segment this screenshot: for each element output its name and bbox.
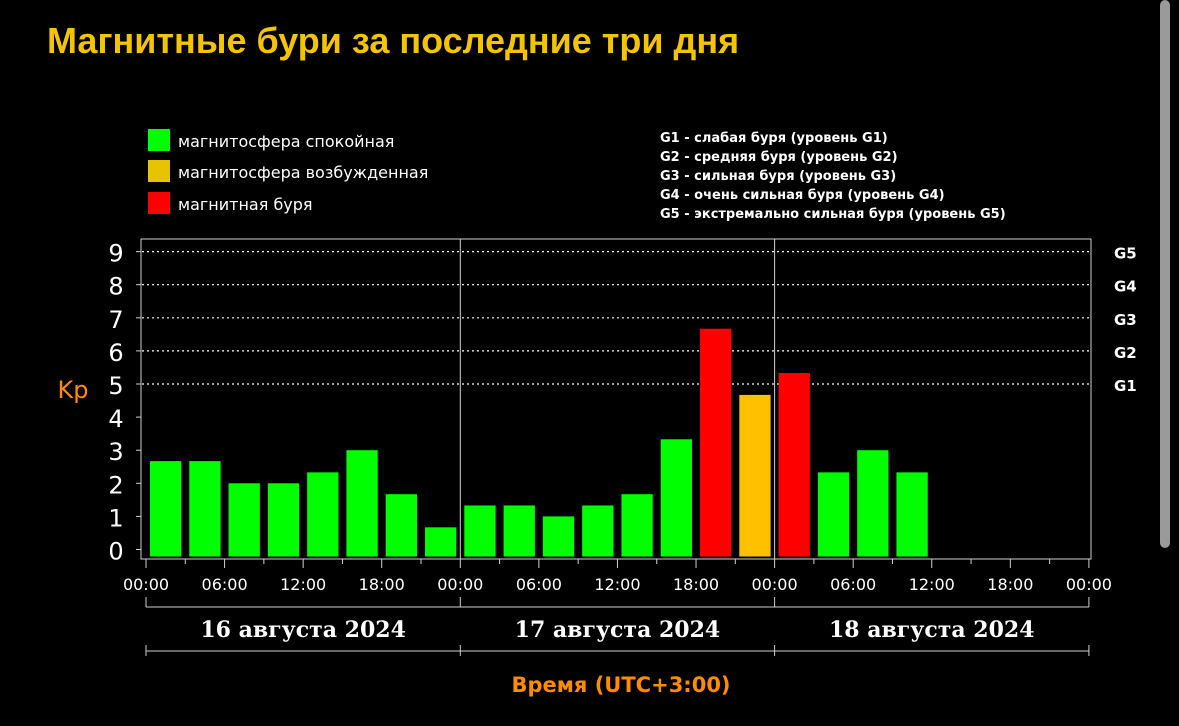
- kp-bar-calm: [346, 450, 378, 557]
- g-axis: G1 G2 G3 G4 G5: [1114, 245, 1137, 395]
- g-legend-item: G2 - средняя буря (уровень G2): [660, 150, 898, 165]
- day-label: 17 августа 2024: [515, 617, 721, 643]
- legend-swatch-storm: [148, 192, 170, 214]
- g-tick-label: G5: [1114, 245, 1137, 263]
- x-axis-label: Время (UTC+3:00): [511, 673, 730, 697]
- kp-bar-calm: [385, 494, 418, 557]
- y-tick-label: 6: [108, 339, 123, 367]
- g-tick-label: G1: [1114, 377, 1137, 395]
- y-tick-label: 0: [108, 538, 123, 566]
- x-tick-label: 06:00: [516, 575, 562, 594]
- page-title: Магнитные бури за последние три дня: [47, 20, 740, 61]
- y-tick-label: 2: [108, 471, 123, 499]
- x-tick-label: 12:00: [909, 575, 955, 594]
- x-tick-label: 00:00: [437, 575, 483, 594]
- kp-bar-storm: [778, 373, 810, 557]
- y-tick-label: 9: [108, 240, 123, 268]
- kp-bar-calm: [503, 505, 535, 557]
- kp-bar-calm: [425, 527, 457, 557]
- kp-bar-excited: [739, 394, 771, 557]
- y-tick-label: 5: [108, 372, 123, 400]
- kp-bar-calm: [896, 472, 928, 557]
- day-label: 18 августа 2024: [829, 617, 1035, 643]
- legend-label-calm: магнитосфера спокойная: [178, 132, 394, 151]
- x-axis: 00:00 06:00 12:00 18:00 00:00 06:00 12:00 18:00…: [123, 559, 1112, 594]
- plot-area: [140, 238, 1092, 560]
- g-legend-item: G1 - слабая буря (уровень G1): [660, 131, 888, 146]
- x-tick-label: 18:00: [359, 575, 405, 594]
- x-tick-label: 18:00: [673, 575, 719, 594]
- x-tick-label: 18:00: [987, 575, 1033, 594]
- g-legend-item: G5 - экстремально сильная буря (уровень …: [660, 207, 1006, 222]
- y-axis: 0 1 2 3 4 5 6 7 8 9: [108, 240, 141, 566]
- legend-swatch-excited: [148, 160, 170, 182]
- bars: [150, 328, 928, 557]
- g-tick-label: G3: [1114, 311, 1137, 329]
- kp-bar-calm: [228, 483, 260, 557]
- y-tick-label: 7: [108, 306, 123, 334]
- kp-bar-calm: [464, 505, 496, 557]
- x-tick-label: 00:00: [1066, 575, 1112, 594]
- kp-bar-calm: [189, 461, 221, 557]
- kp-bar-calm: [817, 472, 850, 557]
- kp-bar-calm: [307, 472, 339, 557]
- x-tick-label: 06:00: [202, 575, 248, 594]
- kp-bar-calm: [621, 494, 653, 557]
- y-tick-label: 3: [108, 438, 123, 466]
- y-axis-label: Kp: [58, 376, 89, 404]
- grid-lines: [142, 251, 1090, 385]
- y-tick-label: 4: [108, 405, 123, 433]
- y-tick-label: 8: [108, 273, 123, 301]
- kp-bar-calm: [150, 461, 182, 557]
- g-tick-label: G4: [1114, 278, 1137, 296]
- x-tick-label: 12:00: [280, 575, 326, 594]
- legend-label-excited: магнитосфера возбужденная: [178, 163, 428, 182]
- x-tick-label: 00:00: [123, 575, 169, 594]
- g-legend-item: G4 - очень сильная буря (уровень G4): [660, 188, 945, 203]
- g-level-legend: G1 - слабая буря (уровень G1) G2 - средн…: [660, 131, 1006, 222]
- g-tick-label: G2: [1114, 344, 1137, 362]
- x-tick-label: 00:00: [752, 575, 798, 594]
- day-brackets: 16 августа 2024 17 августа 2024 18 августа…: [145, 597, 1090, 656]
- x-tick-label: 06:00: [830, 575, 876, 594]
- day-label: 16 августа 2024: [200, 617, 406, 643]
- legend-swatch-calm: [148, 129, 170, 151]
- y-tick-label: 1: [108, 504, 123, 532]
- kp-bar-calm: [267, 483, 300, 557]
- kp-bar-calm: [582, 505, 614, 557]
- day-dividers: [459, 239, 776, 559]
- status-legend: магнитосфера спокойная магнитосфера возб…: [148, 129, 428, 214]
- g-legend-item: G3 - сильная буря (уровень G3): [660, 169, 896, 184]
- x-tick-label: 12:00: [594, 575, 640, 594]
- scrollbar[interactable]: [1160, 0, 1170, 548]
- kp-bar-storm: [700, 328, 732, 557]
- kp-bar-calm: [542, 516, 575, 557]
- legend-label-storm: магнитная буря: [178, 195, 313, 214]
- kp-bar-calm: [857, 450, 889, 557]
- kp-bar-calm: [660, 439, 693, 557]
